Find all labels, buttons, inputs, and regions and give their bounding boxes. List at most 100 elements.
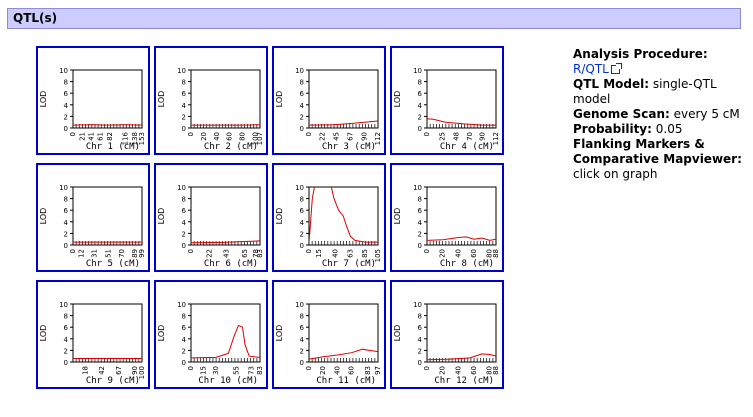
y-tick-label: 2: [182, 230, 186, 238]
x-tick-label: 116: [121, 131, 129, 145]
y-tick-label: 0: [64, 359, 68, 367]
y-tick-label: 6: [182, 324, 187, 332]
chr-11-lod-plot[interactable]: 10 8 6 4 2 0 LOD 0 20 40 60 83 97 Chr 11 (cM): [272, 280, 386, 389]
y-tick-label: 2: [64, 230, 68, 238]
x-tick-label: 0: [187, 132, 195, 136]
plot-frame: [426, 69, 497, 129]
flanking-markers-value: click on graph: [573, 167, 658, 181]
x-tick-label: 97: [374, 366, 382, 375]
y-tick-label: 6: [64, 90, 69, 98]
lod-chart: 10 8 6 4 2 0 LOD 0 25 48 70 90 112: [393, 67, 500, 145]
x-tick-label: 99: [138, 249, 146, 258]
qtl-section-header: QTL(s): [7, 8, 741, 29]
plot-frame: [72, 303, 143, 363]
chr-label: Chr 6 (cM): [203, 259, 258, 269]
chr-4-lod-plot[interactable]: 10 8 6 4 2 0 LOD 0 25 48 70 90 112 Chr 4 (cM): [390, 46, 504, 155]
y-tick-label: 8: [182, 313, 186, 321]
y-tick-label: 2: [418, 113, 422, 121]
y-axis-label: LOD: [275, 91, 284, 108]
y-tick-label: 2: [300, 230, 304, 238]
chr-6-lod-plot[interactable]: 10 8 6 4 2 0 LOD 0 22 43 65 78 83 Chr 6 (cM): [154, 163, 268, 272]
y-tick-label: 0: [182, 359, 186, 367]
chr-9-lod-plot[interactable]: 10 8 6 4 2 0 LOD 18 42 67 90 100 Chr 9 (cM): [36, 280, 150, 389]
x-tick-label: 90: [360, 132, 368, 141]
analysis-procedure-label: Analysis Procedure:: [573, 47, 708, 61]
x-tick-label: 20: [439, 249, 447, 258]
x-tick-label: 88: [492, 249, 500, 258]
y-tick-label: 0: [300, 125, 304, 133]
x-tick-label: 21: [78, 132, 86, 141]
y-tick-label: 8: [64, 196, 68, 204]
x-tick-label: 153: [138, 132, 146, 145]
plot-frame: [190, 303, 261, 363]
y-tick-label: 0: [300, 359, 304, 367]
y-tick-label: 4: [182, 219, 187, 227]
chr-1-lod-plot[interactable]: 10 8 6 4 2 0 LOD 0 21 41 61 82 116 138 153 Chr 1 (cM): [36, 46, 150, 155]
y-tick-label: 4: [182, 336, 187, 344]
x-tick-label: 90: [478, 132, 486, 141]
chr-5-lod-plot[interactable]: 10 8 6 4 2 0 LOD 0 12 31 51 70 89 99 Chr 5 (cM): [36, 163, 150, 272]
x-tick-label: 12: [77, 249, 85, 258]
y-tick-label: 2: [64, 113, 68, 121]
x-tick-label: 55: [233, 366, 241, 375]
chr-10-lod-plot[interactable]: 10 8 6 4 2 0 LOD 0 15 30 55 73 83 Chr 10 (cM): [154, 280, 268, 389]
x-tick-label: 78: [252, 249, 260, 258]
lod-curve: [191, 240, 260, 244]
y-tick-label: 10: [59, 301, 68, 309]
y-tick-label: 4: [300, 102, 305, 110]
x-tick-label: 0: [423, 366, 431, 370]
y-axis-label: LOD: [39, 208, 48, 225]
x-tick-label: 82: [106, 132, 114, 141]
y-axis-label: LOD: [393, 325, 402, 342]
y-tick-label: 0: [182, 242, 186, 250]
y-tick-label: 8: [300, 79, 304, 87]
chr-label: Chr 7 (cM): [321, 259, 376, 269]
y-tick-label: 10: [295, 67, 304, 75]
probability-label: Probability:: [573, 122, 652, 136]
x-tick-label: 60: [470, 366, 478, 375]
chr-label: Chr 1 (cM): [85, 142, 140, 152]
x-tick-label: 45: [333, 132, 341, 141]
chr-3-lod-plot[interactable]: 10 8 6 4 2 0 LOD 0 22 45 67 90 112 Chr 3 (cM): [272, 46, 386, 155]
x-tick-label: 138: [131, 132, 139, 145]
y-tick-label: 6: [182, 207, 187, 215]
lod-curve: [191, 324, 260, 359]
chr-label: Chr 3 (cM): [321, 142, 376, 152]
x-tick-label: 65: [241, 249, 249, 258]
x-tick-label: 0: [187, 366, 195, 370]
x-tick-label: 0: [305, 366, 313, 370]
chr-2-lod-plot[interactable]: 10 8 6 4 2 0 LOD 0 20 40 60 80 100 107 Chr 2 (cM): [154, 46, 268, 155]
y-tick-label: 2: [418, 347, 422, 355]
chr-label: Chr 12 (cM): [434, 376, 494, 386]
y-tick-label: 4: [418, 336, 423, 344]
probability-value: 0.05: [655, 122, 683, 136]
chr-label: Chr 5 (cM): [85, 259, 140, 269]
x-tick-label: 0: [423, 249, 431, 253]
y-axis-label: LOD: [275, 208, 284, 225]
chr-12-lod-plot[interactable]: 10 8 6 4 2 0 LOD 0 20 40 60 80 88 Chr 12 (cM): [390, 280, 504, 389]
rqtl-link[interactable]: R/QTL: [573, 62, 609, 76]
y-tick-label: 2: [64, 347, 68, 355]
x-tick-label: 63: [346, 249, 354, 258]
x-tick-label: 41: [87, 132, 95, 141]
x-tick-label: 0: [69, 249, 77, 253]
x-tick-label: 112: [492, 132, 500, 145]
chr-8-lod-plot[interactable]: 10 8 6 4 2 0 LOD 0 20 40 60 80 88 Chr 8 (cM): [390, 163, 504, 272]
chr-label: Chr 11 (cM): [316, 376, 376, 386]
plot-frame: [190, 186, 261, 246]
chr-label: Chr 2 (cM): [203, 142, 258, 152]
y-tick-label: 0: [64, 125, 68, 133]
y-tick-label: 4: [64, 219, 69, 227]
y-axis-label: LOD: [39, 91, 48, 108]
x-tick-label: 83: [256, 249, 264, 258]
y-axis-label: LOD: [393, 208, 402, 225]
chr-7-lod-plot[interactable]: 10 8 6 4 2 0 LOD 0 15 40 63 85 105 Chr 7 (cM): [272, 163, 386, 272]
x-tick-label: 0: [187, 249, 195, 253]
x-tick-label: 0: [69, 132, 77, 136]
